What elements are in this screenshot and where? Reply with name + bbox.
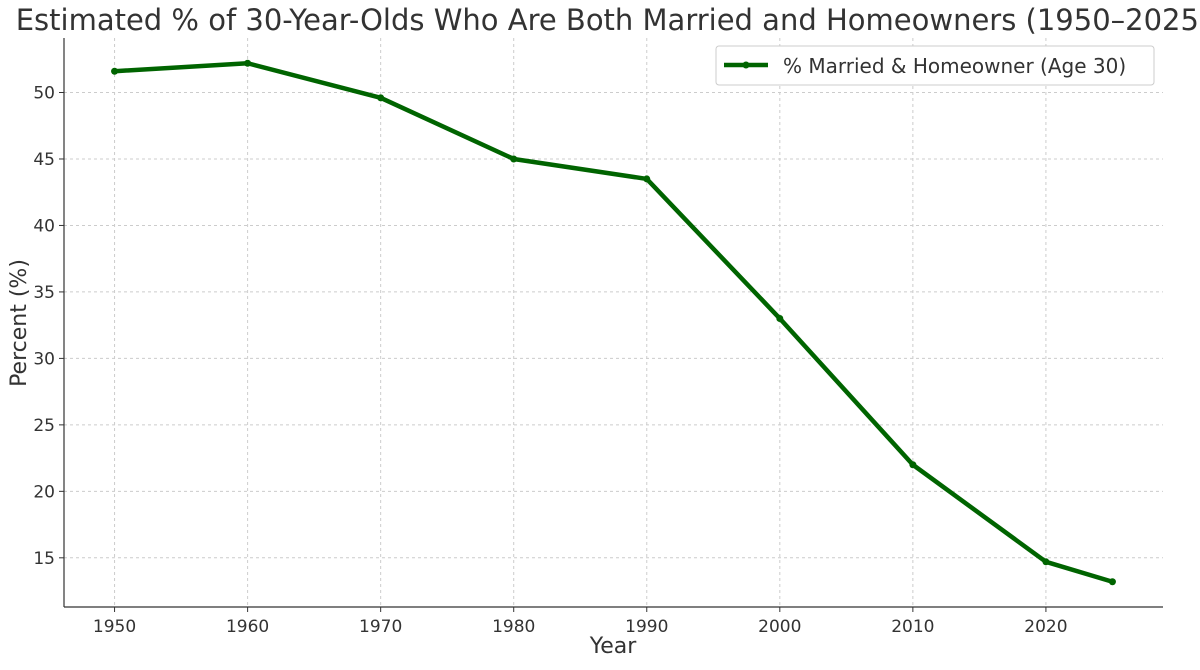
y-tick-label: 35 <box>33 283 55 303</box>
data-point <box>377 94 385 102</box>
x-tick-label: 1950 <box>93 617 136 637</box>
data-point <box>510 155 518 163</box>
data-point <box>1108 578 1116 586</box>
chart-title: Estimated % of 30-Year-Olds Who Are Both… <box>16 3 1200 37</box>
ticks: 1950 1960 1970 1980 1990 2000 2010 2020 15 20 25 30… <box>33 84 1067 637</box>
legend: % Married & Homeowner (Age 30) <box>715 45 1155 86</box>
data-point <box>909 461 917 469</box>
legend-marker <box>742 61 750 69</box>
y-tick-label: 30 <box>33 349 55 369</box>
x-tick-label: 2020 <box>1024 617 1067 637</box>
grid <box>64 38 1163 607</box>
data-point <box>1042 558 1050 566</box>
x-tick-label: 2010 <box>891 617 934 637</box>
y-tick-label: 15 <box>33 549 55 569</box>
x-tick-label: 1960 <box>226 617 269 637</box>
series-line <box>114 61 1114 584</box>
legend-label: % Married & Homeowner (Age 30) <box>783 54 1126 78</box>
axes <box>63 38 1163 608</box>
legend-box <box>715 45 1155 86</box>
x-axis-label: Year <box>589 634 638 659</box>
y-tick-label: 20 <box>33 482 55 502</box>
data-point <box>776 315 784 323</box>
data-point <box>643 175 651 183</box>
series <box>111 59 1116 586</box>
data-point <box>244 59 252 67</box>
y-tick-label: 25 <box>33 416 55 436</box>
x-tick-label: 1970 <box>359 617 402 637</box>
x-tick-label: 2000 <box>758 617 801 637</box>
x-tick-label: 1990 <box>625 617 668 637</box>
x-tick-label: 1980 <box>492 617 535 637</box>
y-tick-label: 50 <box>33 84 55 104</box>
y-tick-label: 45 <box>33 150 55 170</box>
data-point <box>111 67 119 75</box>
y-axis-label: Percent (%) <box>7 259 32 387</box>
y-tick-label: 40 <box>33 216 55 236</box>
